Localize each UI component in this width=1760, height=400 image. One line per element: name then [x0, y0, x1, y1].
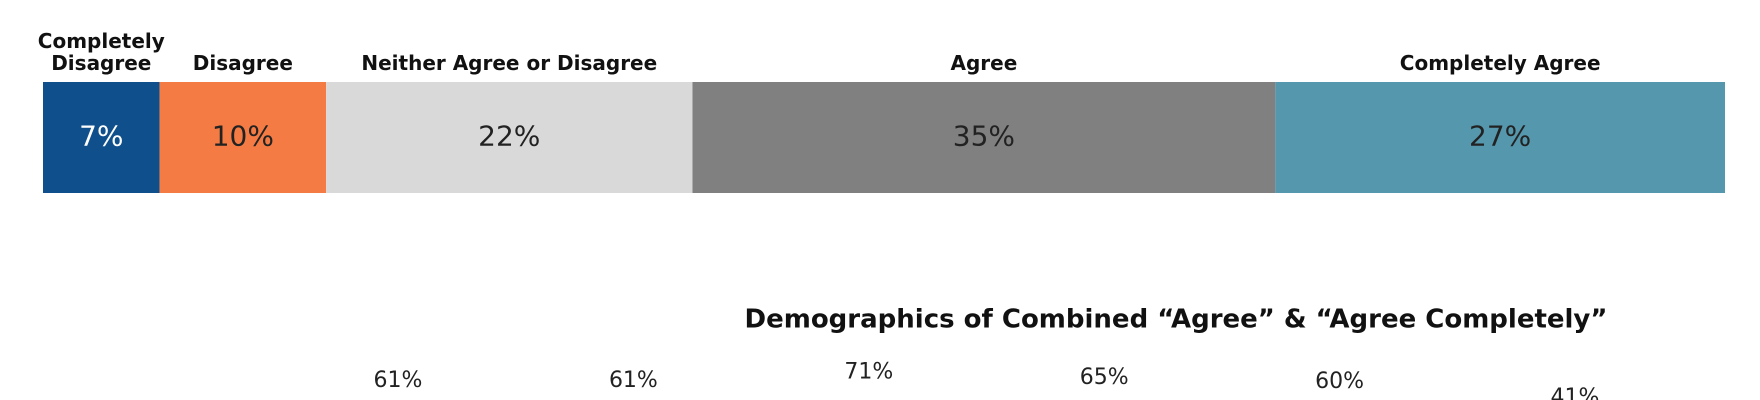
- value-label: 60%: [1315, 369, 1364, 394]
- value-label: 65%: [1080, 365, 1129, 390]
- value-label: 7%: [79, 120, 123, 153]
- value-label: 61%: [374, 368, 423, 393]
- chart-title: Demographics of Combined “Agree” & “Agre…: [745, 305, 1608, 335]
- value-label: 71%: [844, 360, 893, 385]
- bar-segment: [43, 82, 160, 193]
- bar-segment: [159, 82, 327, 193]
- value-label: 22%: [478, 120, 540, 153]
- legend-label: Completely Disagree: [37, 29, 165, 75]
- legend-label: Neither Agree or Disagree: [361, 51, 658, 75]
- legend-label: Disagree: [192, 51, 293, 75]
- value-label: 27%: [1469, 120, 1531, 153]
- bar-segment: [1275, 82, 1725, 193]
- legend-label: Agree: [950, 51, 1018, 75]
- value-label: 35%: [953, 120, 1015, 153]
- bar-segment: [692, 82, 1276, 193]
- legend-label: Completely Agree: [1399, 51, 1601, 75]
- value-label: 41%: [1551, 385, 1600, 400]
- value-label: 10%: [212, 120, 274, 153]
- bar-segment: [326, 82, 693, 193]
- value-label: 61%: [609, 368, 658, 393]
